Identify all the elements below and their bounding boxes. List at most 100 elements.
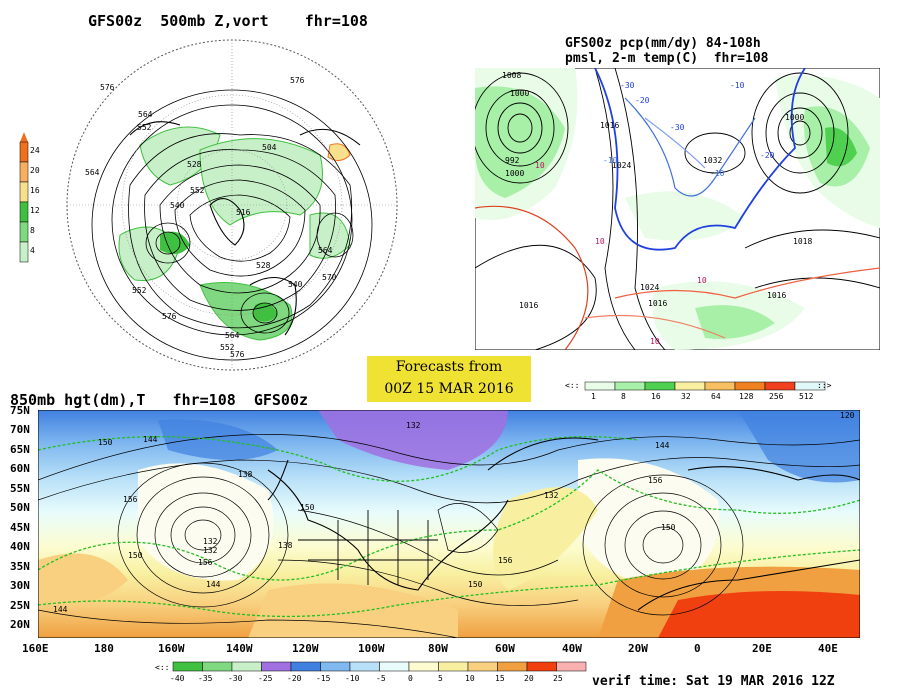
vort-core (160, 231, 190, 254)
lon-axis: 160E 180 160W 140W 120W 100W 80W 60W 40W… (0, 642, 900, 656)
contour-label: 564 (225, 331, 240, 340)
title-pcp-line1: GFS00z pcp(mm/dy) 84-108h (565, 36, 761, 51)
height-label: 120 (840, 411, 855, 420)
lon-label: 160W (158, 642, 185, 655)
contour-label: 576 (162, 312, 177, 321)
isobar-label: 1018 (793, 237, 812, 246)
height-label: 156 (498, 556, 513, 565)
height-label: 132 (544, 491, 559, 500)
lon-label: 160E (22, 642, 49, 655)
colorbar-label: -10 (345, 674, 360, 683)
temperature-regions (38, 410, 860, 638)
height-label: 156 (198, 558, 213, 567)
colorbar-arrow: ::> (817, 381, 832, 390)
temp-colorbar: <:: (155, 661, 587, 672)
colorbar-cell (497, 661, 528, 672)
contour-label: 504 (262, 143, 277, 152)
lon-label: 120W (292, 642, 319, 655)
temp-label: 10 (650, 337, 660, 346)
lat-label: 30N (10, 579, 30, 592)
verif-time: verif time: Sat 19 MAR 2016 12Z (592, 674, 835, 689)
pcp-colorbar: <:: ::> (565, 381, 832, 391)
colorbar-cell (231, 661, 262, 672)
isobars (475, 68, 880, 350)
colorbar-label: 5 (438, 674, 443, 683)
isobar-label: 1016 (767, 291, 786, 300)
isobar-label: 1016 (648, 299, 667, 308)
contour-label: 576 (230, 350, 245, 359)
colorbar-label: 12 (30, 206, 40, 215)
height-contours (91, 89, 373, 361)
colorbar-label: 128 (739, 392, 754, 401)
precip-shading (475, 68, 880, 350)
temp-colorbar-labels: -40 -35 -30 -25 -20 -15 -10 -5 0 5 10 15… (170, 674, 590, 686)
height-label: 132 (406, 421, 421, 430)
contour-label: 576 (290, 76, 305, 85)
temp-label: -20 (635, 96, 650, 105)
height-label: 150 (661, 523, 676, 532)
colorbar-cell (704, 381, 736, 391)
temp-label: -30 (620, 81, 635, 90)
temp-contours (475, 68, 880, 350)
lat-label: 50N (10, 501, 30, 514)
title-500mb: GFS00z 500mb Z,vort fhr=108 (88, 12, 368, 30)
height-label: 144 (53, 605, 68, 614)
map-pcp: 1008 1000 992 1000 1016 1024 1032 1000 1… (475, 68, 880, 350)
isobar-label: 1016 (600, 121, 619, 130)
colorbar-arrow (20, 132, 28, 142)
isobar-label: 1024 (640, 283, 659, 292)
colorbar-cell (19, 241, 29, 263)
colorbar-label: -25 (258, 674, 273, 683)
colorbar-cell (320, 661, 351, 672)
colorbar-cell (290, 661, 321, 672)
colorbar-cell (349, 661, 380, 672)
colorbar-cells (584, 381, 826, 391)
colorbar-cell (674, 381, 706, 391)
lon-label: 80W (428, 642, 448, 655)
lon-label: 100W (358, 642, 385, 655)
colorbar-label: 8 (30, 226, 35, 235)
contour-label: 528 (256, 261, 271, 270)
lat-label: 75N (10, 404, 30, 417)
forecast-banner: Forecasts from 00Z 15 MAR 2016 (367, 356, 531, 402)
isobar-label: 1000 (785, 113, 804, 122)
height-label: 150 (98, 438, 113, 447)
vort-core (253, 302, 278, 322)
contour-label: 564 (85, 168, 100, 177)
colorbar-cell (764, 381, 796, 391)
banner-line1: Forecasts from (395, 359, 503, 375)
isobar-labels: 1008 1000 992 1000 1016 1024 1032 1000 1… (502, 71, 812, 310)
colorbar-cell (172, 661, 203, 672)
colorbar-cell (438, 661, 469, 672)
colorbar-label: 20 (30, 166, 40, 175)
lat-label: 40N (10, 540, 30, 553)
height-label: 150 (300, 503, 315, 512)
colorbar-cell (584, 381, 616, 391)
colorbar-cell (379, 661, 410, 672)
lat-label: 55N (10, 482, 30, 495)
contour-label: 552 (137, 123, 152, 132)
colorbar-label: 1 (591, 392, 596, 401)
colorbar-cell (261, 661, 292, 672)
height-contours (38, 434, 860, 638)
colorbar-label: 32 (681, 392, 691, 401)
lat-label: 65N (10, 443, 30, 456)
colorbar-cell (467, 661, 498, 672)
height-labels: 144 132 150 138 156 150 132 144 150 156 … (53, 411, 855, 614)
vort-core (327, 143, 351, 161)
temp-label: -10 (603, 156, 618, 165)
temp-label: 10 (595, 237, 605, 246)
lon-label: 60W (495, 642, 515, 655)
isobar-label: 1032 (703, 156, 722, 165)
isobar-label: 1000 (505, 169, 524, 178)
colorbar-arrow: <:: (155, 663, 169, 672)
colorbar-label: 64 (711, 392, 721, 401)
temp-label: -10 (730, 81, 745, 90)
isobar-label: 1024 (612, 161, 631, 170)
temp-label: -10 (710, 169, 725, 178)
lon-label: 40W (562, 642, 582, 655)
title-pcp-line2: pmsl, 2-m temp(C) fhr=108 (565, 51, 769, 66)
colorbar-cell (19, 141, 29, 163)
colorbar-label: -30 (228, 674, 243, 683)
colorbar-label: -15 (316, 674, 331, 683)
